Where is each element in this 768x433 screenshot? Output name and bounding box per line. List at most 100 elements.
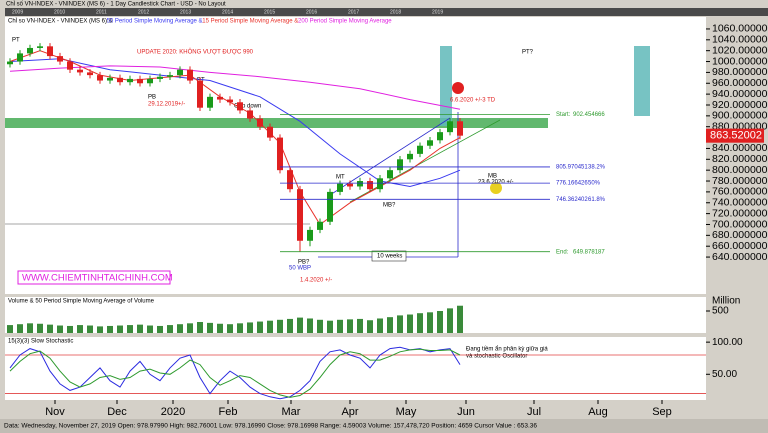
annotation: 1.4.2020 +/- — [300, 278, 332, 284]
candle-body — [87, 72, 93, 76]
volume-bar — [267, 320, 273, 333]
candle-body — [197, 80, 203, 108]
x-tick-label: 2020 — [161, 406, 185, 418]
annotation: PT — [12, 38, 20, 44]
annotation: và stochastic Oscillator — [466, 354, 527, 360]
y-tick-label: 640.000000 — [712, 251, 768, 263]
candle-body — [457, 121, 463, 136]
candle-body — [377, 178, 383, 190]
volume-bar — [67, 325, 73, 333]
x-tick-label: Sep — [652, 406, 672, 418]
stochastic-line — [9, 348, 461, 398]
candle-body — [237, 102, 243, 111]
volume-bar — [157, 325, 163, 333]
annotation: 29.12.2019+/- — [148, 102, 185, 108]
x-tick-label: Jun — [457, 406, 475, 418]
volume-bar — [417, 313, 423, 333]
panel-title: Volume & 50 Period Simple Moving Average… — [8, 299, 155, 305]
volume-bar — [147, 325, 153, 333]
candle-body — [17, 53, 23, 62]
annotation: MB? — [383, 203, 396, 209]
volume-bar — [347, 319, 353, 333]
y-tick-label: 1060.000000 — [712, 23, 768, 35]
legend-entry: Chỉ so VN-INDEX - VNINDEX (MS 6) & — [8, 18, 113, 25]
volume-bar — [117, 325, 123, 333]
time-window — [634, 46, 650, 116]
x-tick-label: Mar — [282, 406, 301, 418]
annotation: PB? — [298, 260, 310, 266]
volume-bar — [197, 321, 203, 333]
overview-year: 2011 — [96, 9, 107, 15]
candle-body — [277, 137, 283, 171]
fib-value: 776.166426 — [556, 181, 588, 187]
last-price-box — [706, 128, 764, 143]
fib-value: 746.362402 — [556, 197, 588, 203]
x-tick-label: Jul — [527, 406, 541, 418]
sad-icon — [452, 82, 464, 94]
volume-bar — [167, 325, 173, 333]
candle-body — [317, 221, 323, 230]
support-zone — [5, 118, 548, 128]
y-tick-label: 880.000000 — [712, 120, 768, 132]
candle-body — [267, 126, 273, 138]
overview-year: 2016 — [306, 9, 317, 15]
candle-body — [347, 183, 353, 187]
volume-bar — [77, 325, 83, 333]
volume-bar — [277, 319, 283, 333]
candle-body — [57, 56, 63, 62]
y-tick-label: 700.000000 — [712, 218, 768, 230]
volume-bar — [447, 308, 453, 333]
legend-entry: 200 Period Simple Moving Average — [298, 19, 392, 25]
overview-year: 2010 — [54, 9, 65, 15]
x-tick-label: Aug — [588, 406, 608, 418]
volume-bar — [437, 310, 443, 333]
fib-value: 649.878187 — [573, 249, 605, 255]
volume-bar — [287, 318, 293, 333]
price-panel — [5, 17, 706, 294]
annotation: 6.6.2020 +/-3 TD — [450, 98, 496, 104]
candle-body — [407, 153, 413, 160]
y-tick-label: 50.00 — [712, 369, 737, 380]
y-tick-label: 720.000000 — [712, 207, 768, 219]
candle-body — [127, 78, 133, 83]
y-tick-label: 840.000000 — [712, 142, 768, 154]
volume-bar — [7, 325, 13, 333]
smile-icon — [490, 182, 502, 194]
candle-body — [437, 132, 443, 141]
volume-bar — [207, 322, 213, 333]
window-title: Chỉ số VN-INDEX - VNINDEX (MS 6) - 1 Day… — [6, 1, 226, 8]
annotation: UPDATE 2020: KHÔNG VƯỢT ĐƯỢC 990 — [137, 49, 254, 56]
fib-name: 61.8% — [588, 197, 606, 203]
x-tick-label: Dec — [107, 406, 127, 418]
candle-body — [177, 69, 183, 76]
x-tick-label: May — [396, 406, 417, 418]
fib-value: 805.970451 — [556, 165, 588, 171]
y-tick-label: 1000.000000 — [712, 55, 768, 67]
candle-body — [27, 47, 33, 54]
candle-body — [417, 145, 423, 154]
annotation: PB — [148, 95, 156, 101]
trend-line — [349, 119, 501, 203]
overview-year: 2014 — [222, 9, 233, 15]
annotation: Gap down — [234, 104, 261, 110]
candle-body — [387, 170, 393, 179]
last-price: 863.52002 — [710, 130, 762, 142]
volume-bar — [27, 323, 33, 333]
candle-body — [307, 229, 313, 241]
candle-body — [137, 78, 143, 84]
stochastic-panel — [5, 337, 706, 400]
legend-entry: 15 Period Simple Moving Average & — [202, 19, 298, 25]
time-window — [440, 46, 452, 126]
site-box — [17, 270, 171, 285]
volume-bar — [177, 324, 183, 333]
volume-bar — [397, 315, 403, 333]
y-tick-label: 760.000000 — [712, 186, 768, 198]
overview-year: 2017 — [348, 9, 359, 15]
volume-bar — [87, 325, 93, 333]
x-tick-label: Feb — [219, 406, 238, 418]
weeks-box — [371, 250, 407, 262]
y-tick-label: 940.000000 — [712, 88, 768, 100]
overview-strip — [5, 8, 768, 16]
panel-title: 15(3)(3) Slow Stochastic — [8, 339, 73, 345]
y-tick-label: 1040.000000 — [712, 34, 768, 46]
